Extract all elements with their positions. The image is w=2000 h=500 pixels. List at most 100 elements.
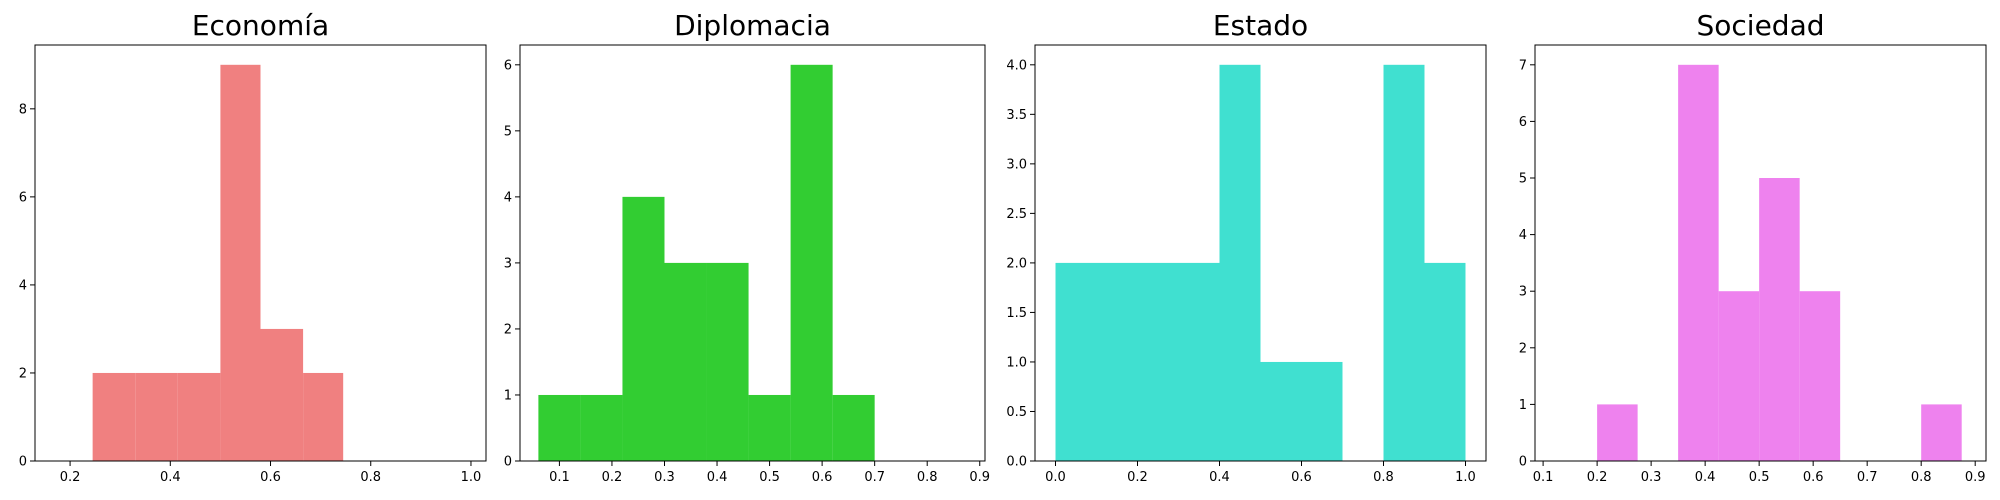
y-tick-label: 4 bbox=[504, 190, 512, 205]
axes-frame bbox=[34, 44, 487, 462]
y-tick-label: 2 bbox=[1519, 341, 1527, 356]
x-tick-label: 0.9 bbox=[969, 470, 990, 485]
histogram-bar bbox=[1678, 64, 1719, 462]
histogram-bar bbox=[1921, 404, 1962, 461]
x-tick-label: 0.2 bbox=[602, 470, 623, 485]
y-tick-label: 6 bbox=[19, 190, 27, 205]
chart-title: Estado bbox=[1213, 9, 1308, 42]
x-tick-label: 0.6 bbox=[1291, 470, 1312, 485]
histogram-bar bbox=[1178, 262, 1220, 461]
histogram-bar bbox=[92, 372, 136, 461]
histogram-bar bbox=[1137, 262, 1179, 461]
x-tick-label: 0.2 bbox=[1127, 470, 1148, 485]
x-tick-label: 1.0 bbox=[461, 470, 482, 485]
histogram-bar bbox=[260, 328, 304, 461]
x-tick-label: 0.7 bbox=[864, 470, 885, 485]
histogram-bar bbox=[622, 196, 665, 461]
histogram-bar bbox=[135, 372, 178, 461]
y-tick-label: 1.0 bbox=[1006, 355, 1027, 370]
x-tick-label: 0.2 bbox=[60, 470, 81, 485]
histogram-panel-3: 0.0 0.2 0.4 0.6 0.8 1.0 0.0 0.5 1.0 1.5 2.0 2.5 3.0 3… bbox=[1006, 9, 1487, 485]
y-tick-label: 1 bbox=[1519, 398, 1527, 413]
histogram-panel-1: 0.2 0.4 0.6 0.8 1.0 0 2 4 6 8 Economía bbox=[19, 9, 487, 485]
x-tick-label: 0.6 bbox=[260, 470, 281, 485]
x-tick-label: 0.8 bbox=[360, 470, 381, 485]
y-tick-label: 3 bbox=[1519, 285, 1527, 300]
x-tick-label: 0.4 bbox=[1695, 470, 1716, 485]
histogram-bar bbox=[1301, 361, 1343, 461]
histogram-bar bbox=[832, 394, 875, 461]
axes-frame bbox=[1034, 44, 1487, 462]
y-tick-label: 5 bbox=[504, 124, 512, 139]
y-tick-label: 6 bbox=[1519, 115, 1527, 130]
histogram-bar bbox=[580, 394, 623, 461]
y-tick-label: 4 bbox=[19, 278, 27, 293]
y-tick-label: 0.5 bbox=[1006, 405, 1027, 420]
axes-frame bbox=[519, 44, 986, 462]
y-tick-label: 2.0 bbox=[1006, 256, 1027, 271]
x-tick-label: 0.8 bbox=[1911, 470, 1932, 485]
y-tick-label: 6 bbox=[504, 58, 512, 73]
x-tick-label: 0.4 bbox=[1209, 470, 1230, 485]
histogram-bar bbox=[1096, 262, 1138, 461]
histogram-bar bbox=[1597, 404, 1638, 461]
y-tick-label: 7 bbox=[1519, 58, 1527, 73]
histogram-bar bbox=[1383, 64, 1425, 462]
x-tick-label: 0.5 bbox=[1749, 470, 1770, 485]
histogram-bar bbox=[1219, 64, 1261, 462]
x-tick-label: 0.0 bbox=[1045, 470, 1066, 485]
chart-title: Sociedad bbox=[1696, 9, 1824, 42]
x-tick-label: 0.4 bbox=[707, 470, 728, 485]
x-tick-label: 0.3 bbox=[654, 470, 675, 485]
x-tick-label: 0.8 bbox=[1373, 470, 1394, 485]
axes-frame bbox=[1534, 44, 1987, 462]
histogram-panel-2: 0.1 0.2 0.3 0.4 0.5 0.6 0.7 0.8 0.9 0 1 2 3 4 5 6 Diplom… bbox=[504, 9, 990, 485]
histogram-bar bbox=[706, 262, 749, 461]
x-tick-label: 0.1 bbox=[549, 470, 570, 485]
x-tick-label: 0.2 bbox=[1587, 470, 1608, 485]
histogram-bar bbox=[748, 394, 791, 461]
y-tick-label: 5 bbox=[1519, 172, 1527, 187]
y-tick-label: 4 bbox=[1519, 228, 1527, 243]
y-tick-label: 0.0 bbox=[1006, 455, 1027, 470]
y-tick-label: 2 bbox=[19, 366, 27, 381]
histogram-bar bbox=[303, 372, 344, 461]
histogram-bar bbox=[538, 394, 581, 461]
y-tick-label: 4.0 bbox=[1006, 58, 1027, 73]
x-tick-label: 0.6 bbox=[1803, 470, 1824, 485]
y-tick-label: 3 bbox=[504, 256, 512, 271]
histogram-bar bbox=[1055, 262, 1097, 461]
chart-title: Diplomacia bbox=[674, 9, 831, 42]
x-tick-label: 0.6 bbox=[812, 470, 833, 485]
x-tick-label: 0.9 bbox=[1965, 470, 1986, 485]
y-tick-label: 1.5 bbox=[1006, 306, 1027, 321]
x-tick-label: 0.5 bbox=[759, 470, 780, 485]
y-tick-label: 2.5 bbox=[1006, 207, 1027, 222]
histogram-bar bbox=[1718, 291, 1760, 461]
histogram-bar bbox=[1424, 262, 1466, 461]
x-tick-label: 0.3 bbox=[1641, 470, 1662, 485]
histogram-bar bbox=[1799, 291, 1841, 461]
chart-title: Economía bbox=[192, 9, 329, 42]
y-tick-label: 3.0 bbox=[1006, 157, 1027, 172]
histogram-bar bbox=[1759, 178, 1800, 461]
y-tick-label: 3.5 bbox=[1006, 108, 1027, 123]
histogram-bar bbox=[177, 372, 221, 461]
y-tick-label: 1 bbox=[504, 388, 512, 403]
histogram-bar bbox=[664, 262, 707, 461]
x-tick-label: 0.4 bbox=[160, 470, 181, 485]
y-tick-label: 0 bbox=[19, 455, 27, 470]
y-tick-label: 8 bbox=[19, 102, 27, 117]
histogram-bar bbox=[1260, 361, 1302, 461]
y-tick-label: 2 bbox=[504, 322, 512, 337]
x-tick-label: 0.8 bbox=[917, 470, 938, 485]
y-tick-label: 0 bbox=[504, 455, 512, 470]
histogram-panel-4: 0.1 0.2 0.3 0.4 0.5 0.6 0.7 0.8 0.9 0 1 2 3 4 5 6 7 Socie… bbox=[1519, 9, 1987, 485]
x-tick-label: 0.7 bbox=[1857, 470, 1878, 485]
x-tick-label: 0.1 bbox=[1533, 470, 1554, 485]
histogram-bar bbox=[220, 64, 261, 462]
x-tick-label: 1.0 bbox=[1455, 470, 1476, 485]
y-tick-label: 0 bbox=[1519, 455, 1527, 470]
histogram-bar bbox=[790, 64, 833, 462]
